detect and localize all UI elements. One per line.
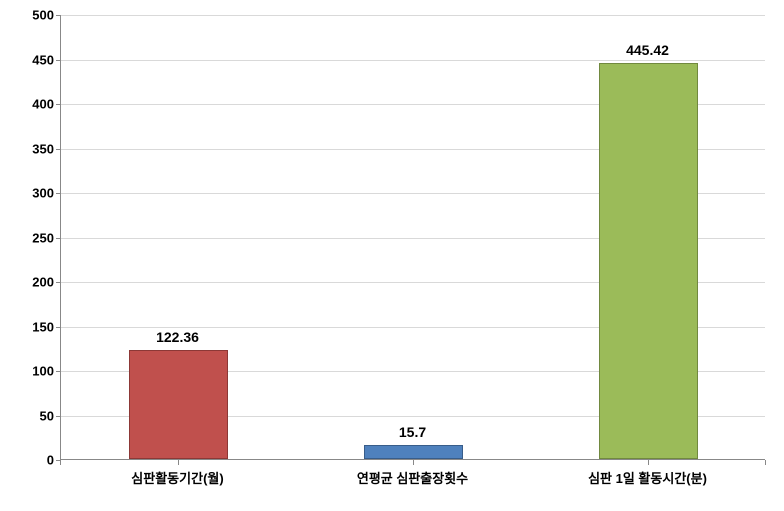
ytick-mark [56, 149, 61, 150]
xtick-label: 심판 1일 활동시간(분) [588, 468, 707, 487]
ytick-label: 0 [4, 453, 54, 468]
ytick-label: 200 [4, 275, 54, 290]
bar-chart: 0 50 100 150 200 250 300 350 400 450 500 122.36 심판활동… [0, 0, 784, 511]
gridline [61, 15, 765, 16]
xtick-label: 심판활동기간(월) [131, 468, 223, 487]
ytick-label: 350 [4, 141, 54, 156]
ytick-label: 400 [4, 97, 54, 112]
ytick-mark [56, 371, 61, 372]
ytick-mark [56, 15, 61, 16]
ytick-label: 150 [4, 319, 54, 334]
ytick-mark [56, 60, 61, 61]
ytick-mark [56, 238, 61, 239]
xtick-mark [765, 460, 766, 465]
ytick-mark [56, 327, 61, 328]
xtick-mark [413, 460, 414, 465]
xtick-mark [178, 460, 179, 465]
ytick-label: 250 [4, 230, 54, 245]
ytick-label: 100 [4, 364, 54, 379]
value-label: 15.7 [399, 424, 426, 440]
ytick-mark [56, 104, 61, 105]
value-label: 445.42 [626, 42, 669, 58]
xtick-mark [648, 460, 649, 465]
ytick-mark [56, 282, 61, 283]
xtick-label: 연평균 심판출장횟수 [357, 468, 468, 487]
ytick-mark [56, 193, 61, 194]
bar [599, 63, 698, 459]
gridline [61, 60, 765, 61]
ytick-mark [56, 416, 61, 417]
ytick-label: 450 [4, 52, 54, 67]
xtick-mark [60, 460, 61, 465]
ytick-label: 50 [4, 408, 54, 423]
value-label: 122.36 [156, 329, 199, 345]
plot-area [60, 15, 765, 460]
bar [129, 350, 228, 459]
ytick-label: 300 [4, 186, 54, 201]
bar [364, 445, 463, 459]
ytick-label: 500 [4, 8, 54, 23]
